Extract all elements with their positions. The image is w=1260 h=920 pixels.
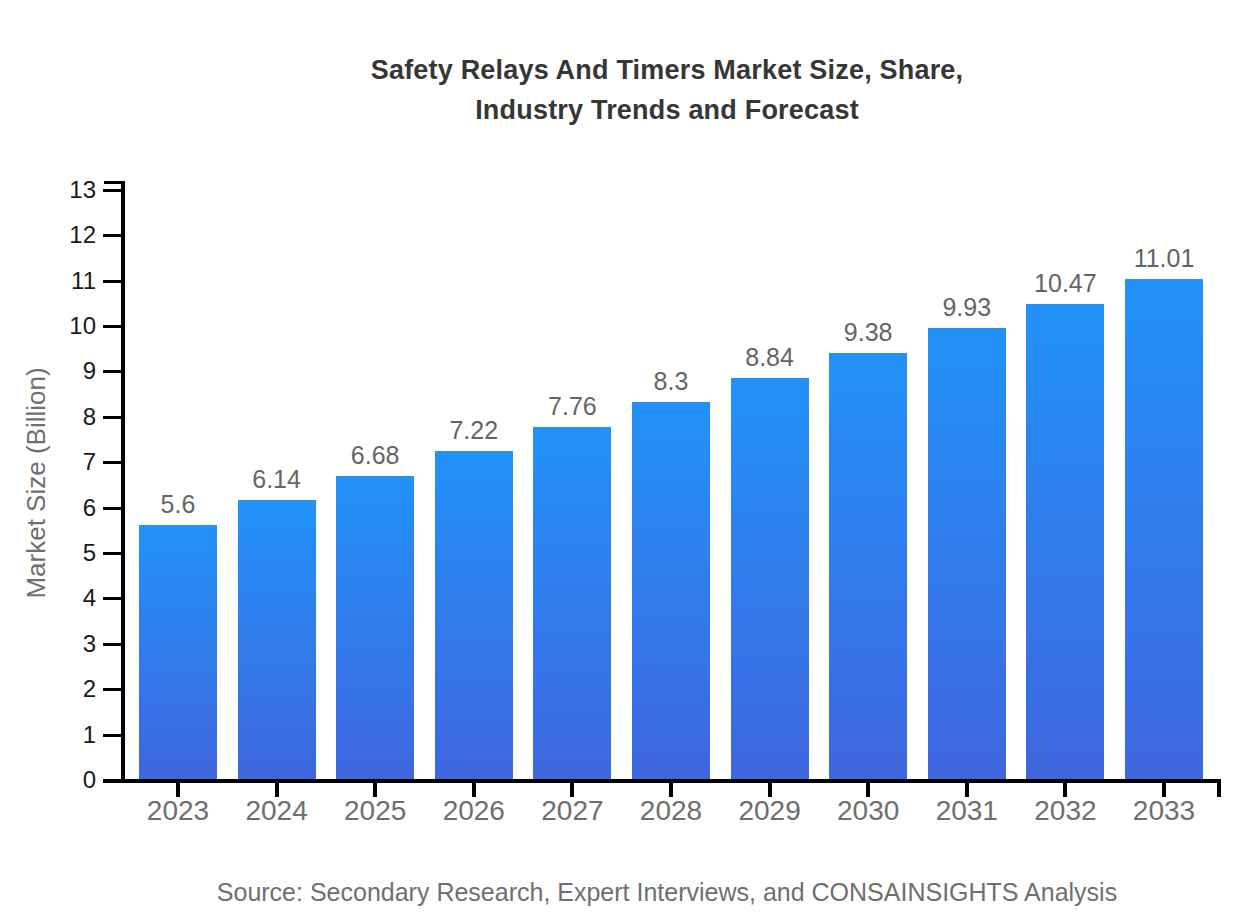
bar-2032 xyxy=(1026,304,1104,779)
y-axis-tick xyxy=(103,189,121,192)
y-axis-line xyxy=(121,181,125,783)
y-axis-tick xyxy=(103,370,121,373)
y-axis-tick xyxy=(103,234,121,237)
bar-2026 xyxy=(435,451,513,779)
y-axis-tick xyxy=(103,734,121,737)
chart-page: Safety Relays And Timers Market Size, Sh… xyxy=(0,0,1260,920)
y-axis-tick-label: 3 xyxy=(38,629,96,659)
y-axis-tick-label: 1 xyxy=(38,720,96,750)
bar-2030 xyxy=(829,353,907,779)
y-axis-tick-label: 8 xyxy=(38,402,96,432)
y-axis-tick-label: 7 xyxy=(38,447,96,477)
bar-2029 xyxy=(731,378,809,779)
y-axis-tick-label: 10 xyxy=(38,311,96,341)
y-axis-tick xyxy=(103,643,121,646)
bar-2027 xyxy=(533,427,611,779)
y-axis-tick-label: 12 xyxy=(38,220,96,250)
y-axis-tick-label: 11 xyxy=(38,266,96,296)
y-axis-tick-label: 4 xyxy=(38,583,96,613)
y-axis-tick-label: 5 xyxy=(38,538,96,568)
bar-value-label: 11.01 xyxy=(1094,243,1234,273)
bar-2023 xyxy=(139,525,217,779)
bar-2031 xyxy=(928,328,1006,779)
y-axis-tick xyxy=(103,779,121,782)
bar-2033 xyxy=(1125,279,1203,779)
bar-2028 xyxy=(632,402,710,779)
bar-2025 xyxy=(336,476,414,779)
y-axis-tick-label: 9 xyxy=(38,356,96,386)
y-axis-tick-label: 2 xyxy=(38,674,96,704)
y-axis-tick xyxy=(103,416,121,419)
y-axis-tick-label: 0 xyxy=(38,765,96,795)
y-axis-tick xyxy=(103,461,121,464)
y-axis-tick xyxy=(103,325,121,328)
chart-title: Safety Relays And Timers Market Size, Sh… xyxy=(117,50,1217,130)
y-axis-tick xyxy=(103,552,121,555)
y-axis-endcap-tick xyxy=(104,181,121,184)
bar-2024 xyxy=(238,500,316,779)
y-axis-tick xyxy=(103,688,121,691)
x-axis-category-label: 2033 xyxy=(1094,795,1234,827)
x-axis-line xyxy=(103,779,1221,783)
source-note: Source: Secondary Research, Expert Inter… xyxy=(117,878,1217,907)
y-axis-tick xyxy=(103,597,121,600)
y-axis-tick-label: 6 xyxy=(38,493,96,523)
y-axis-tick-label: 13 xyxy=(38,175,96,205)
y-axis-tick xyxy=(103,280,121,283)
